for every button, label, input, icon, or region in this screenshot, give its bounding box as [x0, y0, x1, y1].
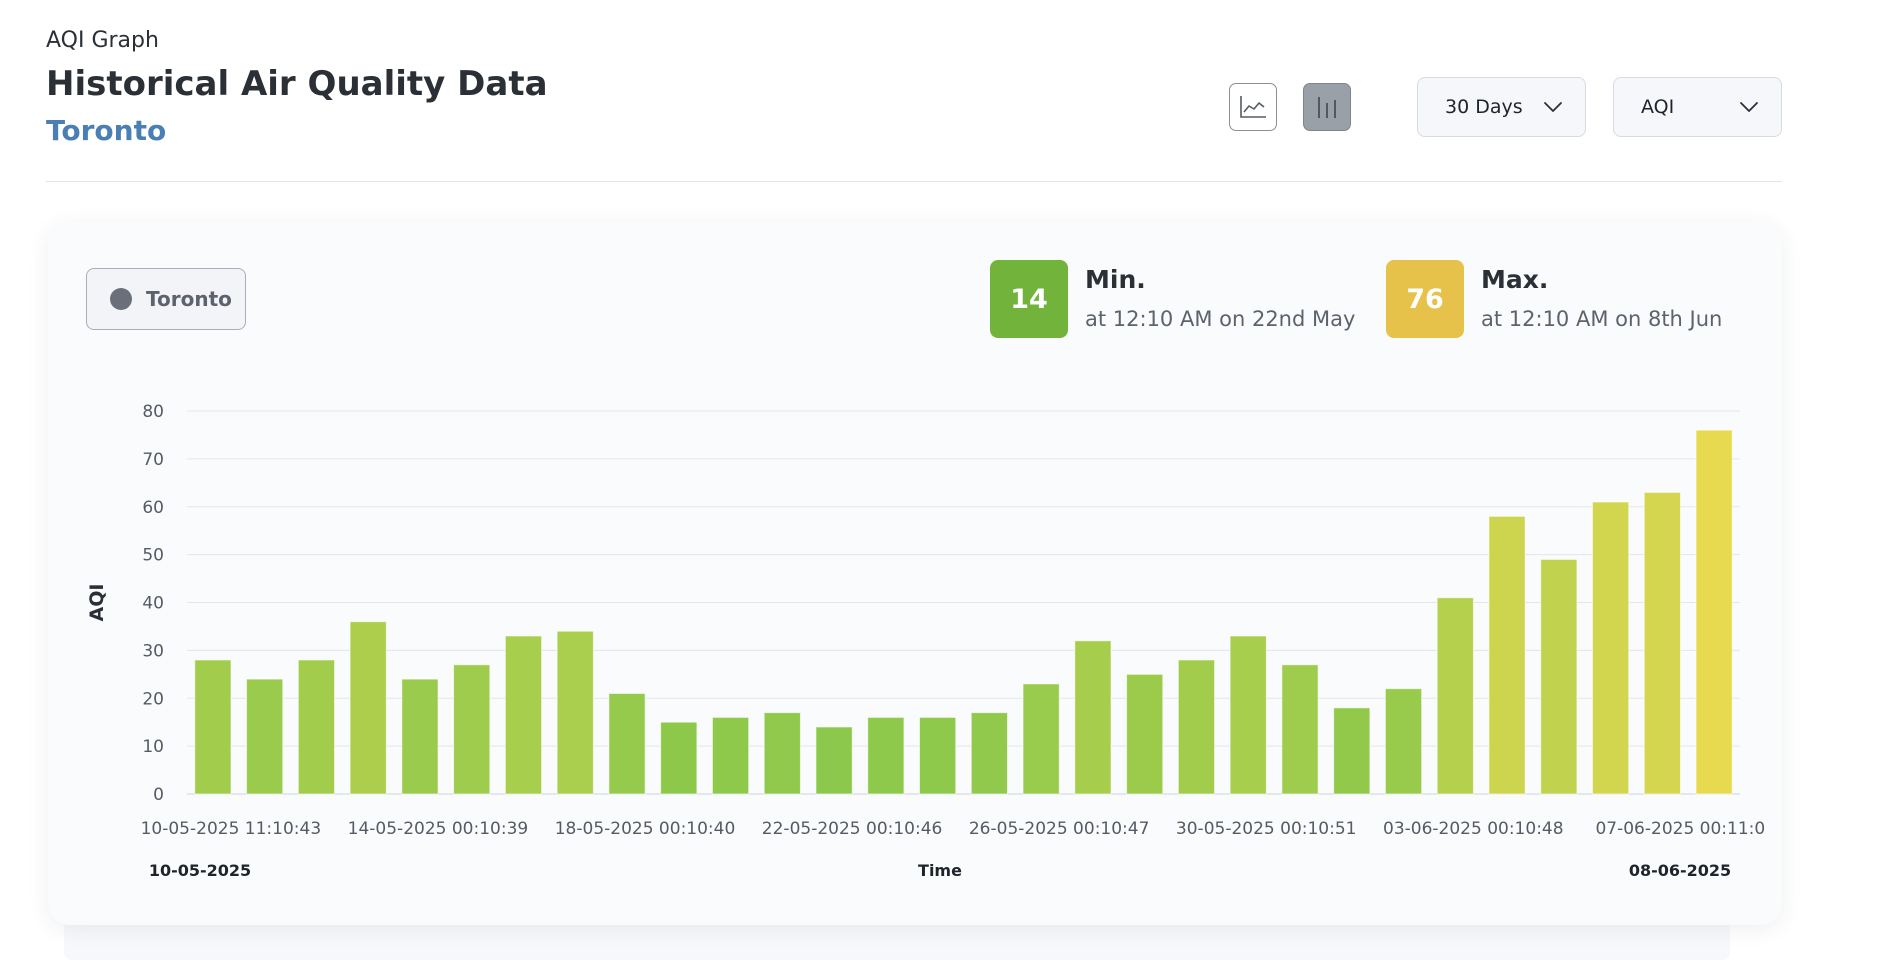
y-tick-label: 10 [142, 737, 164, 757]
y-axis-label: AQI [86, 584, 108, 622]
metric-dropdown[interactable]: AQI [1613, 77, 1782, 137]
aqi-bar [401, 678, 439, 795]
aqi-bar [815, 726, 853, 795]
aqi-bar [349, 621, 387, 795]
y-tick-label: 50 [142, 546, 164, 566]
range-start-label: 10-05-2025 [149, 861, 251, 880]
city-name: Toronto [46, 114, 167, 147]
min-label: Min. [1085, 265, 1146, 294]
max-value-badge: 76 [1386, 260, 1464, 338]
aqi-bar [608, 692, 646, 795]
aqi-bar [504, 635, 543, 795]
max-label: Max. [1481, 265, 1549, 294]
x-tick-label: 07-06-2025 00:11:0 [1595, 819, 1765, 839]
max-detail: at 12:10 AM on 8th Jun [1481, 307, 1723, 331]
aqi-bar [1643, 491, 1681, 795]
aqi-bar [1436, 597, 1474, 795]
aqi-bar [763, 712, 801, 795]
aqi-bar [1540, 558, 1578, 795]
aqi-bar [1384, 688, 1423, 795]
next-card-edge [64, 920, 1730, 960]
aqi-bar [453, 664, 491, 795]
aqi-bar [867, 716, 905, 795]
y-tick-label: 30 [142, 641, 164, 661]
y-tick-label: 70 [142, 450, 164, 470]
chevron-down-icon [1740, 102, 1758, 112]
aqi-bar [246, 678, 284, 795]
x-tick-label: 10-05-2025 11:10:43 [141, 819, 322, 839]
line-chart-icon [1240, 96, 1266, 118]
bar-chart-toggle[interactable] [1303, 83, 1351, 131]
aqi-bar [1126, 673, 1164, 795]
x-tick-label: 18-05-2025 00:10:40 [555, 819, 736, 839]
line-chart-toggle[interactable] [1229, 83, 1277, 131]
y-tick-label: 0 [153, 785, 164, 805]
aqi-bar [1488, 515, 1526, 795]
x-tick-label: 30-05-2025 00:10:51 [1176, 819, 1357, 839]
aqi-bar [1333, 707, 1371, 795]
y-tick-label: 60 [142, 498, 164, 518]
page-eyebrow: AQI Graph [46, 28, 159, 53]
aqi-bar [297, 659, 336, 795]
series-legend-label: Toronto [146, 287, 232, 311]
aqi-bar [970, 712, 1009, 795]
aqi-bar [711, 716, 750, 795]
range-dropdown-value: 30 Days [1445, 96, 1523, 118]
range-dropdown[interactable]: 30 Days [1417, 77, 1586, 137]
series-legend-chip[interactable]: Toronto [86, 268, 246, 330]
aqi-bar [1281, 664, 1319, 795]
min-detail: at 12:10 AM on 22nd May [1085, 307, 1356, 331]
aqi-bar [194, 659, 232, 795]
chevron-down-icon [1544, 102, 1562, 112]
x-tick-label: 22-05-2025 00:10:46 [762, 819, 943, 839]
page-title: Historical Air Quality Data [46, 64, 548, 104]
x-axis-label: Time [918, 861, 962, 880]
aqi-bar [660, 721, 698, 795]
x-tick-label: 03-06-2025 00:10:48 [1383, 819, 1564, 839]
metric-dropdown-value: AQI [1641, 96, 1675, 118]
header-divider [46, 181, 1782, 182]
range-end-label: 08-06-2025 [1629, 861, 1731, 880]
aqi-bar [1591, 501, 1630, 795]
x-tick-label: 26-05-2025 00:10:47 [969, 819, 1150, 839]
bar-chart-icon [1318, 97, 1336, 118]
min-value-badge: 14 [990, 260, 1068, 338]
aqi-bar [1177, 659, 1216, 795]
aqi-bar [1695, 429, 1733, 795]
aqi-bar [1022, 683, 1060, 795]
y-tick-label: 40 [142, 594, 164, 614]
aqi-bar [1229, 635, 1267, 795]
series-color-dot [110, 288, 132, 310]
x-tick-label: 14-05-2025 00:10:39 [348, 819, 529, 839]
aqi-bar [556, 630, 594, 795]
aqi-bar [1074, 640, 1112, 795]
y-tick-label: 20 [142, 689, 164, 709]
y-tick-label: 80 [142, 402, 164, 422]
aqi-bar [918, 716, 957, 795]
